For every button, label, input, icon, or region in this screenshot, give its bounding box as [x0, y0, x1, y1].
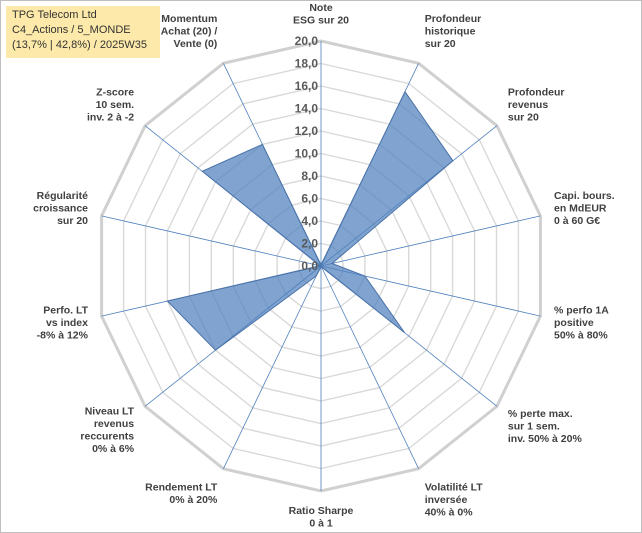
- radial-ticks: 0,0 2,0 4,0 6,0 8,0 10,0 12,0 14,0 16,0 18,0 20,0: [295, 34, 319, 273]
- axis-label-9-line-0: Niveau LT: [85, 406, 135, 418]
- spoke-11: [101, 215, 322, 267]
- axis-label-2-line-1: revenus: [508, 99, 548, 111]
- axis-label-9-line-3: 0% à 6%: [92, 443, 135, 455]
- tick-label-6: 12,0: [295, 124, 319, 138]
- radar-series: [166, 90, 454, 351]
- axis-label-9-line-1: revenus: [94, 418, 134, 430]
- tick-label-1: 2,0: [301, 237, 318, 251]
- tick-label-10: 20,0: [295, 34, 319, 48]
- axis-label-6-line-1: inversée: [425, 494, 468, 506]
- axis-label-11-line-1: croissance: [33, 202, 88, 214]
- tick-label-2: 4,0: [301, 214, 318, 228]
- axis-label-2-line-2: sur 20: [508, 112, 539, 124]
- info-category: C4_Actions / 5_MONDE: [12, 24, 131, 36]
- axis-label-4-line-1: positive: [554, 317, 594, 329]
- axis-label-1-line-1: historique: [425, 26, 476, 38]
- axis-label-0-line-0: Note: [309, 2, 332, 14]
- spoke-8: [223, 265, 322, 469]
- axis-label-7-line-0: Ratio Sharpe: [289, 505, 354, 517]
- axis-label-12-line-1: 10 sem.: [96, 99, 135, 111]
- axis-label-11-line-0: Régularité: [37, 190, 89, 202]
- tick-label-3: 6,0: [301, 192, 318, 206]
- tick-label-4: 8,0: [301, 169, 318, 183]
- tick-label-7: 14,0: [295, 102, 319, 116]
- axis-label-4-line-0: % perfo 1A: [554, 305, 609, 317]
- axis-label-11-line-2: sur 20: [57, 215, 88, 227]
- axis-label-8-line-0: Rendement LT: [145, 481, 218, 493]
- tick-label-5: 10,0: [295, 147, 319, 161]
- axis-label-10-line-2: -8% à 12%: [37, 330, 89, 342]
- spoke-3: [320, 215, 541, 267]
- spoke-6: [320, 265, 419, 469]
- tick-label-0: 0,0: [301, 259, 318, 273]
- axis-label-5-line-0: % perte max.: [508, 408, 573, 420]
- axis-label-3-line-2: 0 à 60 G€: [554, 215, 600, 227]
- axis-label-8: Rendement LT0% à 20%: [145, 481, 218, 506]
- axis-label-6-line-2: 40% à 0%: [425, 506, 474, 518]
- info-score: (13,7% | 42,8%) / 2025W35: [12, 39, 147, 51]
- axis-label-12-line-2: inv. 2 à -2: [87, 112, 134, 124]
- axis-label-1-line-2: sur 20: [425, 38, 456, 50]
- axis-label-5-line-2: inv. 50% à 20%: [508, 433, 583, 445]
- axis-label-6-line-0: Volatilité LT: [425, 481, 484, 493]
- axis-label-10-line-1: vs index: [46, 317, 88, 329]
- axis-label-4-line-2: 50% à 80%: [554, 330, 608, 342]
- axis-label-1-line-0: Profondeur: [425, 13, 482, 25]
- axis-label-7-line-1: 0 à 1: [309, 518, 333, 530]
- axis-label-5-line-1: sur 1 sem.: [508, 421, 560, 433]
- info-company: TPG Telecom Ltd: [12, 9, 97, 21]
- axis-label-12-line-0: Z-score: [96, 87, 134, 99]
- axis-label-8-line-1: 0% à 20%: [169, 494, 218, 506]
- axis-label-2-line-0: Profondeur: [508, 87, 565, 99]
- axis-label-0-line-1: ESG sur 20: [293, 15, 349, 27]
- axis-label-10-line-0: Perfo. LT: [43, 305, 88, 317]
- axis-label-13-line-2: Vente (0): [174, 38, 218, 50]
- axis-label-3-line-0: Capi. bours.: [554, 190, 615, 202]
- tick-label-8: 16,0: [295, 79, 319, 93]
- axis-label-9-line-2: reccurents: [80, 431, 134, 443]
- info-box: TPG Telecom Ltd C4_Actions / 5_MONDE (13…: [6, 6, 160, 58]
- tick-label-9: 18,0: [295, 57, 319, 71]
- axis-label-13-line-0: Momentum: [161, 13, 217, 25]
- axis-label-3-line-1: en MdEUR: [554, 202, 607, 214]
- axis-label-13-line-1: Achat (20) /: [161, 26, 218, 38]
- axis-label-5: % perte max.sur 1 sem.inv. 50% à 20%: [508, 408, 583, 445]
